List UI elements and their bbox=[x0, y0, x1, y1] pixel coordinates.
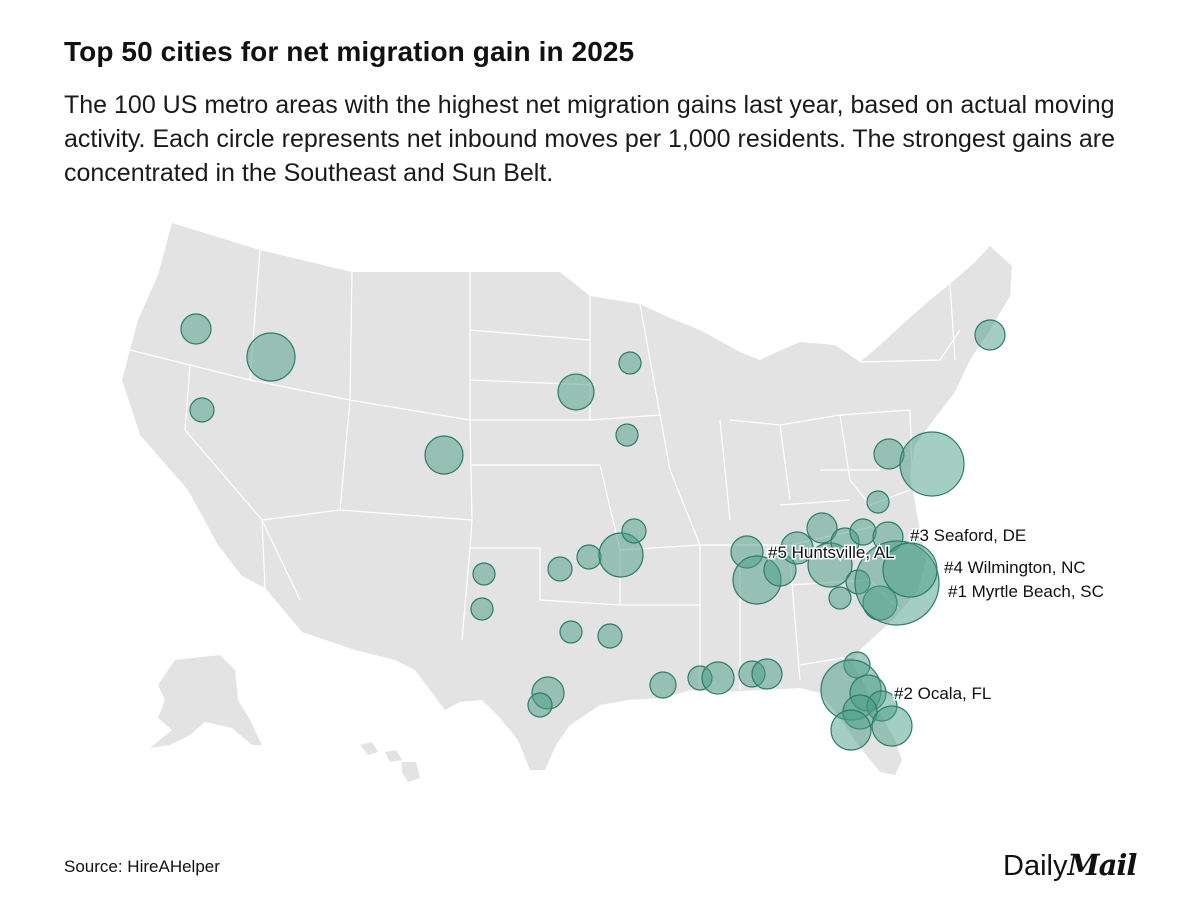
label-wilmington: #4 Wilmington, NC bbox=[944, 558, 1086, 577]
logo-text-daily: Daily bbox=[1003, 850, 1068, 882]
city-bubble bbox=[472, 562, 496, 586]
city-bubble bbox=[830, 709, 872, 751]
bubble-layer bbox=[180, 313, 1006, 751]
city-bubble bbox=[806, 512, 838, 544]
city-bubble bbox=[470, 597, 494, 621]
city-bubble bbox=[576, 544, 602, 570]
city-bubble bbox=[849, 518, 877, 546]
state-border-line bbox=[261, 519, 301, 601]
city-bubble bbox=[618, 351, 642, 375]
city-bubble bbox=[882, 542, 938, 598]
chart-subtitle: The 100 US metro areas with the highest … bbox=[64, 91, 1116, 187]
state-border-line bbox=[469, 272, 591, 421]
city-bubble bbox=[527, 692, 553, 718]
city-bubble bbox=[974, 319, 1006, 351]
chart-title: Top 50 cities for net migration gain in … bbox=[64, 36, 635, 67]
state-border-line bbox=[469, 519, 621, 606]
city-bubble bbox=[899, 431, 965, 497]
state-border-line bbox=[339, 399, 473, 521]
label-ocala: #2 Ocala, FL bbox=[894, 684, 991, 703]
hawaii-shape bbox=[360, 742, 420, 782]
daily-mail-logo[interactable]: DailyMail bbox=[1003, 848, 1137, 883]
city-bubble bbox=[751, 658, 783, 690]
city-bubble bbox=[189, 397, 215, 423]
city-bubble bbox=[597, 623, 623, 649]
city-bubble bbox=[780, 531, 814, 565]
land-layer bbox=[122, 223, 1012, 782]
city-bubble bbox=[649, 671, 677, 699]
state-border-line bbox=[779, 499, 851, 506]
label-huntsville: #5 Huntsville, AL bbox=[768, 543, 895, 562]
label-myrtle-beach: #1 Myrtle Beach, SC bbox=[948, 582, 1104, 601]
city-bubble bbox=[871, 705, 913, 747]
city-bubble bbox=[615, 423, 639, 447]
state-border-line bbox=[129, 249, 261, 381]
city-bubble bbox=[180, 313, 212, 345]
state-border-line bbox=[261, 399, 351, 589]
state-border-line bbox=[461, 547, 471, 641]
contiguous-us-landmass bbox=[122, 223, 1012, 775]
source-note: Source: HireAHelper bbox=[64, 857, 220, 876]
city-bubble bbox=[828, 586, 852, 610]
city-bubble bbox=[557, 373, 595, 411]
state-border-line bbox=[619, 544, 701, 606]
state-border-line bbox=[639, 303, 661, 416]
logo-text-mail: Mail bbox=[1067, 848, 1137, 882]
state-border-line bbox=[589, 414, 701, 546]
city-bubble bbox=[559, 620, 583, 644]
state-border-line bbox=[719, 419, 731, 521]
city-bubble bbox=[701, 661, 735, 695]
label-seaford: #3 Seaford, DE bbox=[910, 526, 1026, 545]
city-bubble bbox=[866, 490, 890, 514]
city-bubble bbox=[424, 435, 464, 475]
state-border-line bbox=[184, 364, 263, 521]
city-bubble bbox=[547, 556, 573, 582]
city-labels: #3 Seaford, DE #5 Huntsville, AL #4 Wilm… bbox=[767, 525, 1106, 705]
city-bubble bbox=[621, 518, 647, 544]
state-border-line bbox=[949, 283, 956, 361]
city-bubble bbox=[763, 553, 797, 587]
state-border-line bbox=[472, 464, 621, 551]
city-bubble bbox=[598, 532, 644, 578]
state-border-line bbox=[469, 329, 591, 341]
alaska-shape bbox=[150, 655, 262, 748]
city-bubble bbox=[246, 332, 296, 382]
